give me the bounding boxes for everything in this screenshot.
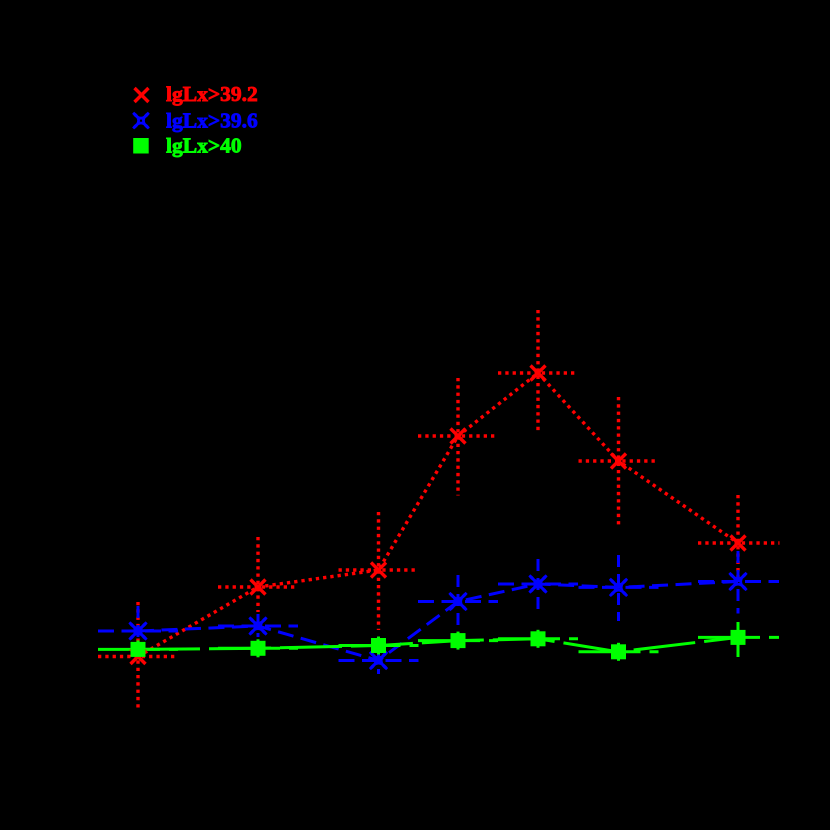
svg-text:lgLx>40: lgLx>40 xyxy=(166,134,242,158)
svg-text:lgLx>39.2: lgLx>39.2 xyxy=(166,82,258,106)
svg-text:lgLx>39.6: lgLx>39.6 xyxy=(166,109,258,133)
